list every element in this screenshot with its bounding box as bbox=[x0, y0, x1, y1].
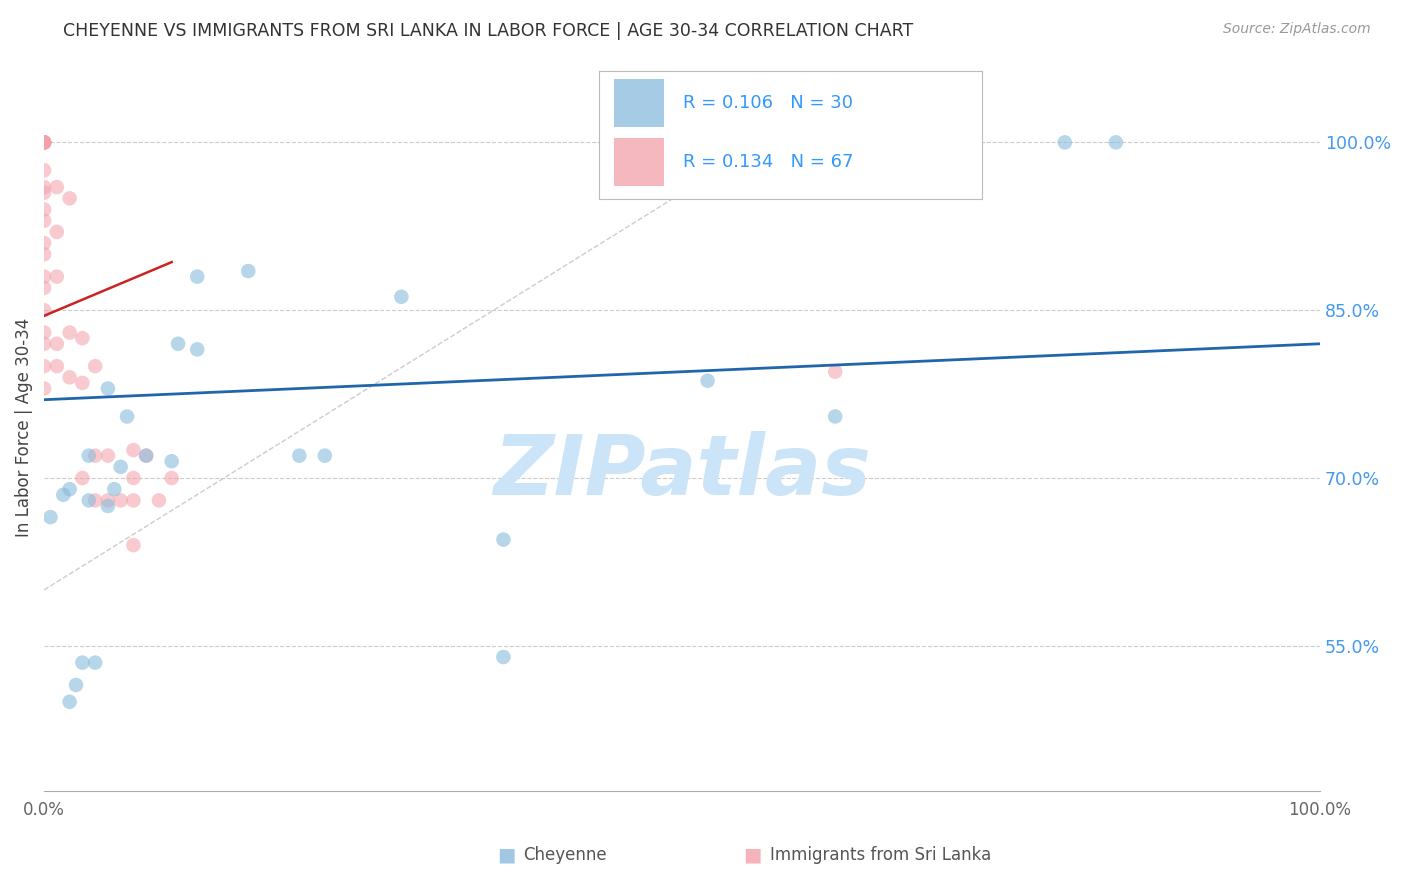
Point bbox=[32, 136, 55, 150]
Point bbox=[32, 136, 55, 150]
Point bbox=[1053, 136, 1076, 150]
Point bbox=[84, 493, 107, 508]
Point bbox=[32, 180, 55, 194]
Point bbox=[122, 493, 145, 508]
Point bbox=[186, 269, 208, 284]
Point bbox=[32, 336, 55, 351]
Point bbox=[72, 331, 94, 345]
Point bbox=[167, 336, 190, 351]
Point bbox=[97, 449, 120, 463]
Point bbox=[59, 326, 82, 340]
Point bbox=[389, 290, 412, 304]
Point bbox=[84, 656, 107, 670]
Y-axis label: In Labor Force | Age 30-34: In Labor Force | Age 30-34 bbox=[15, 318, 32, 537]
Point bbox=[72, 471, 94, 485]
Text: ■: ■ bbox=[496, 845, 516, 864]
Point bbox=[103, 482, 125, 496]
Point bbox=[32, 269, 55, 284]
Point bbox=[1105, 136, 1128, 150]
Point bbox=[238, 264, 260, 278]
Point bbox=[314, 449, 336, 463]
Point bbox=[110, 459, 132, 474]
Text: CHEYENNE VS IMMIGRANTS FROM SRI LANKA IN LABOR FORCE | AGE 30-34 CORRELATION CHA: CHEYENNE VS IMMIGRANTS FROM SRI LANKA IN… bbox=[63, 22, 914, 40]
Point bbox=[288, 449, 311, 463]
Point bbox=[122, 538, 145, 552]
Text: Cheyenne: Cheyenne bbox=[523, 846, 606, 863]
Point bbox=[122, 471, 145, 485]
Point bbox=[45, 336, 67, 351]
Point bbox=[824, 365, 846, 379]
Point bbox=[32, 136, 55, 150]
Point bbox=[45, 180, 67, 194]
Point bbox=[32, 186, 55, 200]
Point bbox=[952, 136, 974, 150]
Point bbox=[39, 510, 62, 524]
Text: ZIPatlas: ZIPatlas bbox=[494, 431, 870, 512]
Point bbox=[135, 449, 157, 463]
Point bbox=[122, 443, 145, 458]
Point bbox=[65, 678, 87, 692]
Point bbox=[84, 359, 107, 373]
Point bbox=[52, 488, 75, 502]
Point bbox=[32, 163, 55, 178]
Point bbox=[32, 382, 55, 396]
Point bbox=[32, 213, 55, 227]
Point bbox=[160, 471, 183, 485]
Point bbox=[32, 136, 55, 150]
Point bbox=[492, 650, 515, 665]
Point bbox=[696, 374, 718, 388]
Point bbox=[32, 202, 55, 217]
Point bbox=[824, 409, 846, 424]
Point bbox=[32, 359, 55, 373]
Point bbox=[97, 382, 120, 396]
Text: Immigrants from Sri Lanka: Immigrants from Sri Lanka bbox=[770, 846, 991, 863]
Point bbox=[59, 482, 82, 496]
Point bbox=[32, 247, 55, 261]
Point bbox=[110, 493, 132, 508]
Point bbox=[32, 281, 55, 295]
Point bbox=[32, 136, 55, 150]
Text: Source: ZipAtlas.com: Source: ZipAtlas.com bbox=[1223, 22, 1371, 37]
Point bbox=[160, 454, 183, 468]
Point bbox=[77, 493, 100, 508]
Point bbox=[186, 343, 208, 357]
Point bbox=[115, 409, 138, 424]
Point bbox=[32, 326, 55, 340]
Point bbox=[59, 695, 82, 709]
Point bbox=[45, 225, 67, 239]
Point bbox=[72, 376, 94, 390]
Point bbox=[148, 493, 170, 508]
Point bbox=[492, 533, 515, 547]
Point bbox=[59, 370, 82, 384]
Point bbox=[32, 136, 55, 150]
Point bbox=[72, 656, 94, 670]
Point bbox=[32, 303, 55, 318]
Point bbox=[97, 499, 120, 513]
Point bbox=[59, 191, 82, 205]
Point bbox=[32, 136, 55, 150]
Point bbox=[45, 359, 67, 373]
Point bbox=[135, 449, 157, 463]
Point bbox=[97, 493, 120, 508]
Text: ■: ■ bbox=[742, 845, 762, 864]
Point bbox=[45, 269, 67, 284]
Point bbox=[32, 236, 55, 251]
Point bbox=[77, 449, 100, 463]
Point bbox=[84, 449, 107, 463]
